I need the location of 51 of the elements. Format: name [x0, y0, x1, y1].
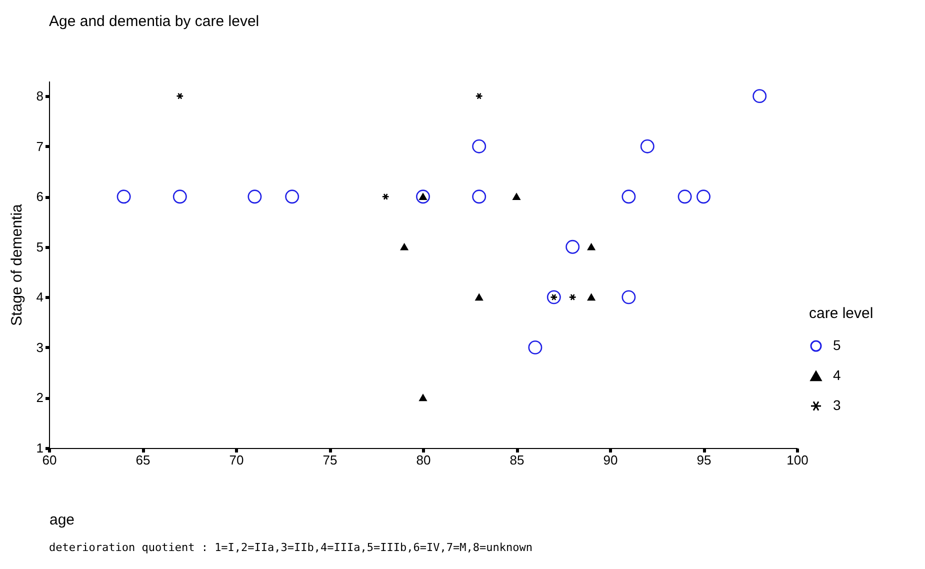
y-tick-label: 4	[36, 290, 44, 305]
y-tick-label: 7	[36, 138, 44, 154]
point	[568, 294, 576, 301]
point	[622, 290, 636, 304]
legend-label: 5	[833, 337, 841, 353]
x-tick-label: 100	[786, 452, 808, 468]
point	[248, 190, 262, 204]
point	[400, 244, 408, 250]
legend-title: care level	[809, 305, 874, 322]
x-tick-label: 80	[416, 452, 431, 468]
y-tick-label: 1	[36, 440, 44, 456]
x-tick-label: 70	[229, 452, 244, 468]
point	[696, 190, 710, 204]
point	[546, 290, 561, 304]
x-tick-label: 90	[603, 452, 618, 468]
x-tick-label: 65	[136, 452, 150, 468]
x-tick-label: 60	[42, 452, 57, 468]
point	[587, 244, 596, 250]
point	[752, 89, 767, 104]
y-tick-label: 8	[36, 88, 44, 104]
point	[416, 190, 430, 204]
legend-label: 4	[833, 367, 841, 383]
point	[176, 92, 184, 100]
y-tick-label: 6	[36, 189, 44, 204]
point	[382, 193, 390, 200]
point	[472, 139, 486, 154]
x-tick-label: 75	[322, 452, 338, 468]
point	[116, 190, 131, 204]
y-tick-label: 2	[36, 390, 44, 406]
point	[566, 240, 580, 254]
chart-title: Age and dementia by care level	[49, 13, 260, 30]
y-tick-label: 5	[36, 239, 44, 254]
point	[640, 139, 654, 154]
point	[475, 92, 483, 100]
point	[419, 394, 427, 402]
point	[587, 294, 596, 301]
point	[528, 340, 542, 354]
point	[622, 190, 636, 204]
x-tick-label: 85	[510, 452, 524, 468]
point	[475, 294, 483, 301]
point	[678, 190, 692, 204]
x-axis-title: age	[50, 512, 75, 528]
text: deterioration quotient : 1=I,2=IIa,3=IIb,4=IIIa,5=IIIb,6=IV,7=M,8=unknown	[49, 541, 532, 554]
point	[472, 190, 486, 204]
x-tick-label: 95	[696, 452, 712, 468]
point	[512, 193, 520, 200]
point	[172, 190, 187, 204]
y-tick-label: 3	[36, 340, 44, 355]
y-axis-title: Stage of dementia	[8, 203, 26, 326]
legend-label: 3	[833, 397, 841, 413]
point	[285, 190, 300, 204]
